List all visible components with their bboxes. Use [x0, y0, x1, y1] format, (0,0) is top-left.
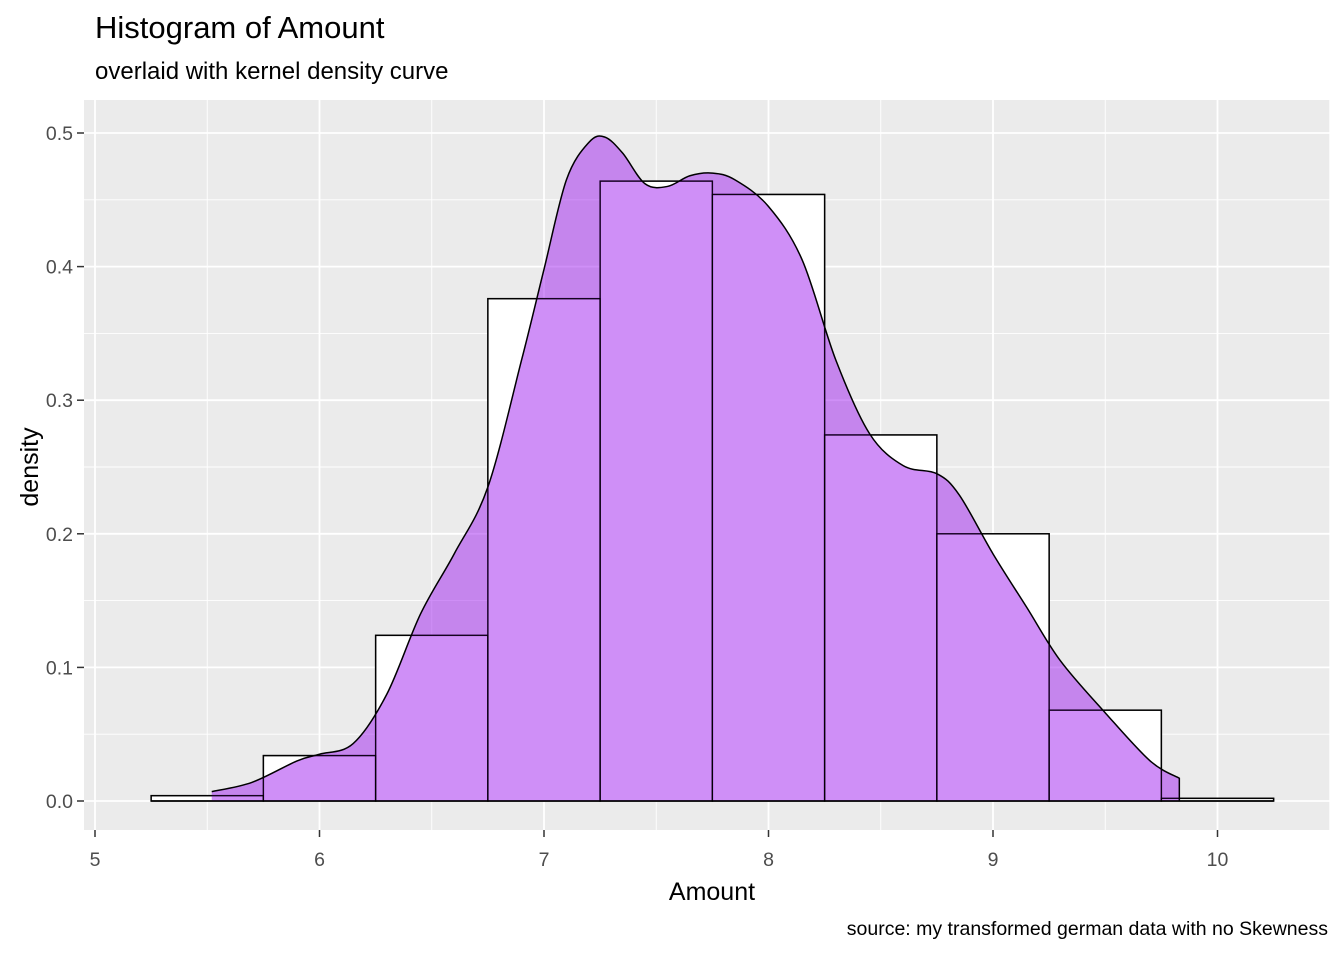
histogram-bar-outlines: [150, 180, 1275, 802]
y-tick-label: 0.3: [46, 390, 73, 412]
chart-title: Histogram of Amount: [95, 10, 385, 45]
x-tick-label: 7: [539, 849, 550, 871]
y-tick-label: 0.1: [46, 657, 73, 679]
x-tick-label: 10: [1207, 849, 1229, 871]
x-tick-label: 8: [763, 849, 774, 871]
chart-subtitle: overlaid with kernel density curve: [95, 58, 449, 85]
x-tick-label: 5: [90, 849, 101, 871]
y-axis-title: density: [16, 427, 44, 507]
chart-caption: source: my transformed german data with …: [846, 918, 1328, 940]
x-tick-label: 9: [988, 849, 999, 871]
density-curve-line: [211, 135, 1181, 801]
x-tick-label: 6: [314, 849, 325, 871]
y-tick-label: 0.0: [46, 791, 73, 813]
x-axis-title: Amount: [669, 878, 755, 906]
axes: 5 6 7 8 9 10 0.0 0.1 0.2 0.3 0.4 0.5: [46, 123, 1229, 871]
y-tick-label: 0.5: [46, 123, 73, 145]
y-tick-label: 0.4: [46, 257, 73, 279]
y-tick-label: 0.2: [46, 524, 73, 546]
